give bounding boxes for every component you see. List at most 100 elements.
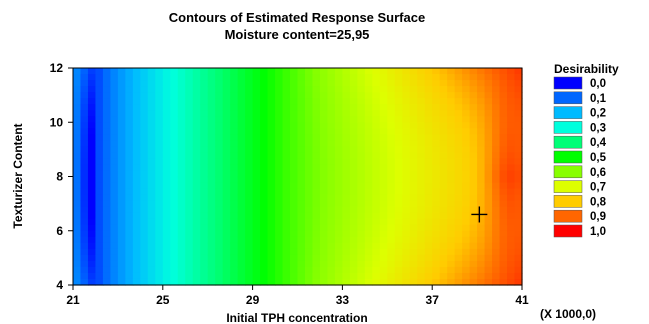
heatmap-cell	[417, 140, 426, 147]
heatmap-cell	[454, 212, 463, 220]
heatmap-cell	[132, 110, 141, 117]
heatmap-cell	[237, 266, 246, 274]
heatmap-cell	[477, 116, 486, 123]
heatmap-cell	[237, 188, 246, 196]
heatmap-cell	[102, 146, 112, 153]
heatmap-cell	[87, 170, 97, 178]
legend-swatch	[553, 106, 583, 119]
heatmap-cell	[87, 260, 97, 268]
heatmap-cell	[454, 98, 463, 105]
heatmap-cell	[252, 212, 261, 220]
heatmap-cell	[275, 230, 284, 238]
heatmap-cell	[409, 116, 418, 123]
heatmap-cell	[439, 122, 448, 129]
heatmap-cell	[492, 74, 501, 81]
heatmap-cell	[304, 116, 314, 123]
heatmap-cell	[267, 182, 276, 190]
heatmap-cell	[155, 98, 164, 105]
heatmap-cell	[514, 230, 523, 238]
heatmap-cell	[379, 260, 388, 268]
heatmap-cell	[73, 80, 82, 87]
heatmap-cell	[319, 176, 329, 184]
heatmap-cell	[514, 254, 523, 262]
heatmap-cell	[507, 218, 516, 226]
heatmap-cell	[192, 230, 201, 238]
heatmap-cell	[297, 278, 306, 286]
heatmap-cell	[252, 158, 261, 166]
heatmap-cell	[80, 122, 89, 129]
heatmap-cell	[409, 164, 418, 172]
heatmap-cell	[125, 230, 134, 238]
heatmap-cell	[379, 74, 388, 81]
heatmap-cell	[207, 254, 216, 262]
heatmap-cell	[275, 266, 284, 274]
heatmap-cell	[499, 146, 508, 153]
heatmap-cell	[207, 272, 216, 280]
heatmap-cell	[379, 104, 388, 111]
heatmap-cell	[140, 278, 149, 286]
heatmap-cell	[147, 140, 156, 147]
heatmap-cell	[230, 98, 239, 105]
heatmap-cell	[200, 80, 209, 87]
heatmap-cell	[147, 158, 156, 166]
heatmap-cell	[342, 164, 351, 172]
heatmap-cell	[155, 146, 164, 153]
heatmap-cell	[162, 236, 171, 244]
heatmap-cell	[312, 182, 321, 190]
heatmap-cell	[170, 176, 179, 184]
heatmap-cell	[394, 170, 403, 178]
heatmap-cell	[185, 134, 194, 141]
heatmap-cell	[424, 128, 433, 135]
heatmap-cell	[349, 80, 358, 87]
heatmap-cell	[140, 116, 149, 123]
heatmap-cell	[349, 92, 358, 99]
heatmap-cell	[192, 158, 201, 166]
heatmap-cell	[207, 236, 216, 244]
heatmap-cell	[447, 74, 456, 81]
heatmap-cell	[110, 128, 119, 135]
heatmap-cell	[162, 176, 171, 184]
heatmap-cell	[125, 212, 134, 220]
heatmap-cell	[342, 140, 351, 147]
heatmap-cell	[132, 170, 141, 178]
heatmap-cell	[357, 80, 366, 87]
heatmap-cell	[102, 248, 112, 256]
heatmap-cell	[222, 272, 231, 280]
heatmap-cell	[117, 260, 126, 268]
heatmap-cell	[245, 236, 254, 244]
heatmap-cell	[260, 182, 269, 190]
heatmap-cell	[177, 86, 186, 93]
heatmap-cell	[334, 164, 343, 172]
heatmap-cell	[140, 98, 149, 105]
heatmap-cell	[132, 200, 141, 208]
heatmap-cell	[267, 194, 276, 202]
heatmap-cell	[334, 122, 343, 129]
heatmap-cell	[424, 236, 433, 244]
heatmap-cell	[110, 140, 119, 147]
heatmap-cell	[364, 122, 373, 129]
heatmap-cell	[192, 68, 201, 75]
heatmap-cell	[499, 92, 508, 99]
heatmap-cell	[260, 152, 269, 160]
heatmap-cell	[147, 260, 156, 268]
heatmap-cell	[155, 128, 164, 135]
heatmap-cell	[342, 110, 351, 117]
heatmap-cell	[454, 230, 463, 238]
heatmap-cell	[140, 80, 149, 87]
heatmap-cell	[87, 242, 97, 250]
legend-label: 0,9	[590, 211, 606, 223]
heatmap-cell	[80, 248, 89, 256]
heatmap-cell	[230, 194, 239, 202]
heatmap-cell	[200, 140, 209, 147]
heatmap-cell	[237, 104, 246, 111]
heatmap-cell	[132, 116, 141, 123]
heatmap-cell	[454, 86, 463, 93]
heatmap-cell	[379, 134, 388, 141]
heatmap-cell	[200, 206, 209, 214]
heatmap-cell	[230, 254, 239, 262]
heatmap-cell	[267, 188, 276, 196]
heatmap-cell	[372, 98, 381, 105]
heatmap-cell	[125, 128, 134, 135]
heatmap-cell	[439, 272, 448, 280]
heatmap-cell	[462, 128, 471, 135]
